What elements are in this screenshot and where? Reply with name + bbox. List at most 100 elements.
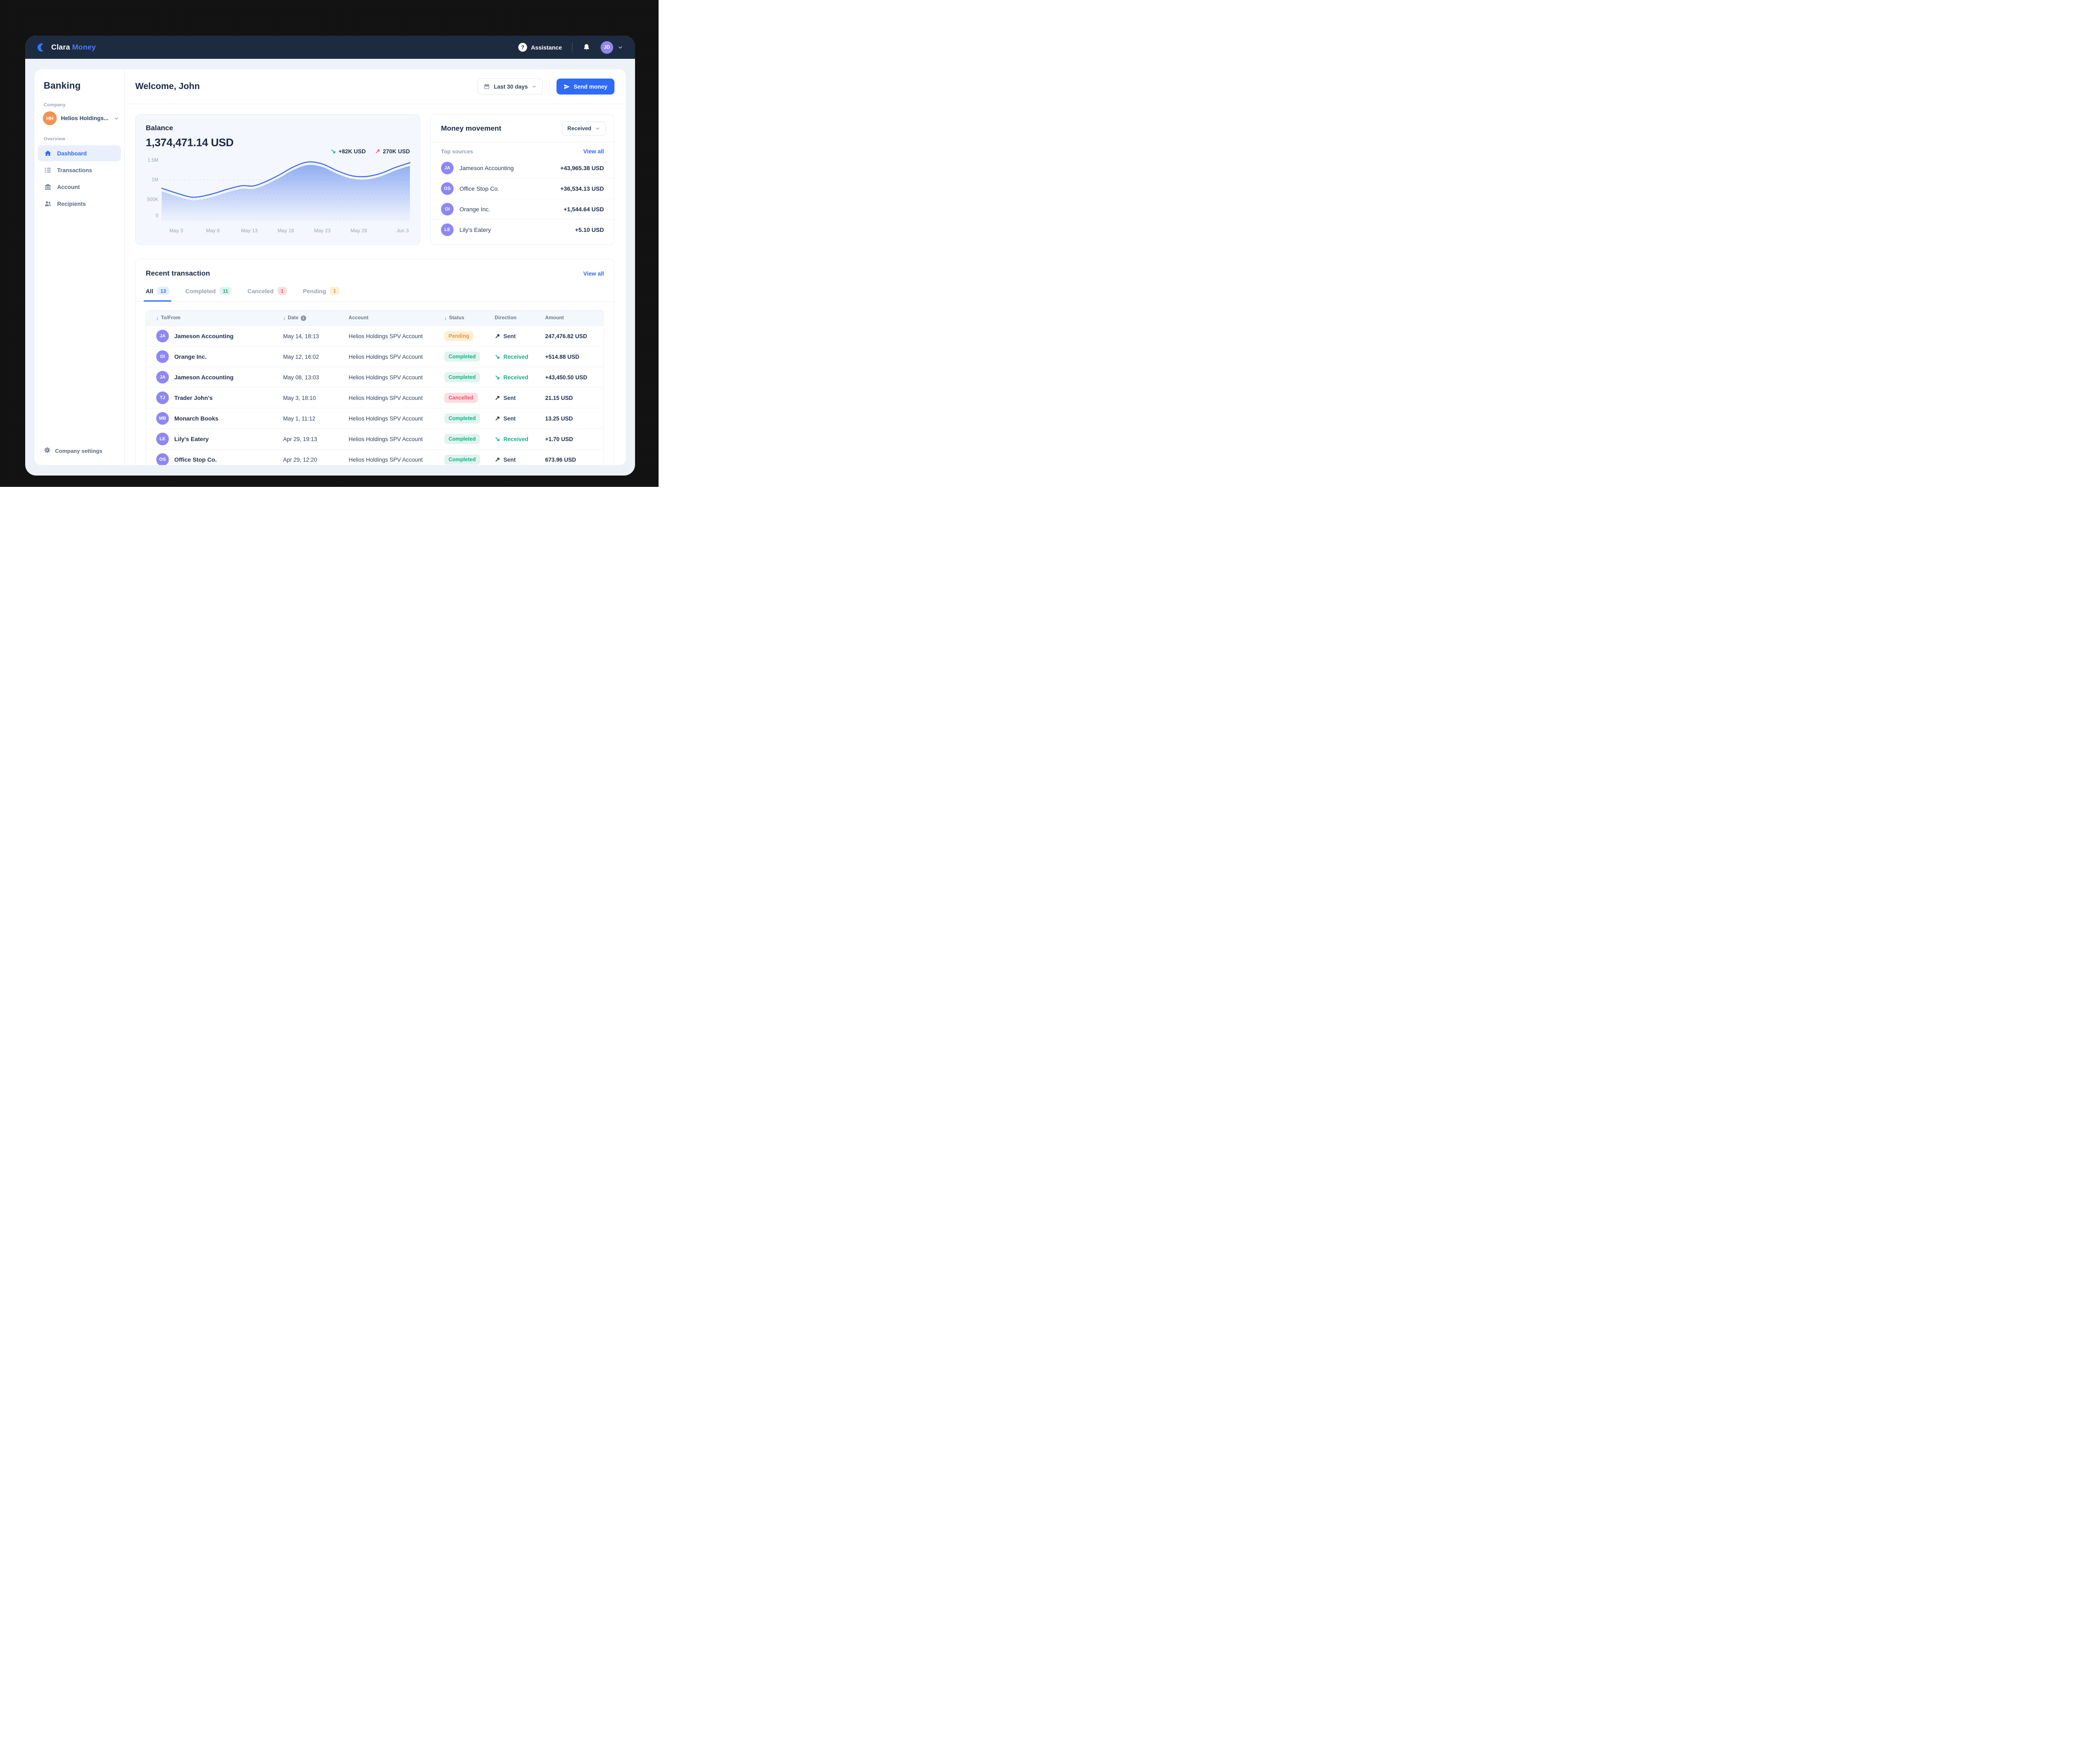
balance-card: Balance 1,374,471.14 USD ↘ +82K USD ↗ 27…: [135, 114, 420, 245]
tab-label: All: [146, 287, 153, 294]
company-avatar: HH: [43, 111, 57, 125]
sidebar-item-label: Account: [57, 184, 80, 190]
source-avatar: OI: [441, 203, 454, 216]
money-movement-title: Money movement: [441, 124, 501, 132]
source-avatar: JA: [441, 161, 454, 174]
user-menu-chevron-icon[interactable]: [617, 45, 623, 50]
clara-money-logo-icon: [37, 42, 47, 53]
direction-label: Sent: [503, 394, 516, 401]
content-panel: Banking Company HH Helios Holdings... Ov…: [34, 69, 626, 465]
top-source-row[interactable]: LE Lily's Eatery +5.10 USD: [431, 219, 614, 240]
tab-all[interactable]: All 13: [143, 284, 172, 302]
company-selector[interactable]: HH Helios Holdings...: [43, 111, 119, 125]
tab-canceled[interactable]: Canceled 1: [247, 284, 287, 301]
sent-arrow-icon: ↗: [495, 415, 500, 422]
movement-filter-select[interactable]: Received: [562, 121, 606, 136]
column-header-to-from[interactable]: ↓ To/From: [146, 310, 273, 326]
transaction-amount: +1.70 USD: [545, 436, 573, 442]
transaction-row[interactable]: JA Jameson Accounting May 14, 18:13 Helios …: [146, 326, 604, 346]
sidebar-title: Banking: [44, 80, 81, 91]
received-delta-value: +82K USD: [338, 148, 366, 155]
company-section-label: Company: [44, 102, 66, 108]
date-range-chevron-icon: [532, 84, 537, 89]
counterparty-name: Jameson Accounting: [174, 333, 234, 339]
svg-text:May 13: May 13: [241, 228, 258, 234]
sent-delta-value: 270K USD: [383, 148, 410, 155]
received-arrow-icon: ↘: [495, 436, 500, 443]
source-avatar: LE: [441, 223, 454, 236]
send-money-button[interactable]: Send money: [556, 79, 614, 95]
transaction-row[interactable]: TJ Trader John's May 3, 18:10 Helios Holdin…: [146, 387, 604, 408]
column-header-amount[interactable]: Amount: [535, 310, 604, 326]
tab-pending[interactable]: Pending 1: [303, 284, 340, 301]
tab-completed[interactable]: Completed 11: [185, 284, 232, 301]
people-icon: [44, 200, 52, 208]
transaction-amount: 247,476.82 USD: [545, 333, 587, 339]
date-range-select[interactable]: Last 30 days: [477, 79, 543, 95]
transaction-date: May 1, 11:12: [283, 415, 316, 422]
brand[interactable]: Clara Money: [37, 42, 96, 53]
tab-count-badge: 1: [330, 287, 340, 295]
transaction-row[interactable]: JA Jameson Accounting May 08, 13:03 Helios …: [146, 367, 604, 387]
header-divider: [549, 79, 550, 95]
counterparty-avatar: MB: [156, 412, 169, 425]
sent-arrow-icon: ↗: [495, 394, 500, 402]
navbar-actions: ? Assistance JD: [518, 41, 623, 54]
counterparty-name: Trader John's: [174, 394, 213, 401]
column-header-account[interactable]: Account: [339, 310, 434, 326]
sidebar-item-recipients[interactable]: Recipients: [38, 196, 121, 212]
header-controls: Last 30 days Send money: [477, 79, 614, 95]
notifications-bell-icon[interactable]: [583, 43, 591, 52]
counterparty-avatar: TJ: [156, 392, 169, 404]
sidebar: Banking Company HH Helios Holdings... Ov…: [34, 69, 125, 465]
sidebar-item-account[interactable]: Account: [38, 179, 121, 195]
tab-label: Pending: [303, 287, 326, 294]
column-label: Amount: [545, 315, 564, 321]
svg-text:0: 0: [156, 213, 158, 218]
status-badge: Pending: [444, 331, 474, 341]
column-header-date[interactable]: ↓ Date i: [273, 310, 339, 326]
transaction-row[interactable]: MB Monarch Books May 1, 11:12 Helios Holdin…: [146, 408, 604, 428]
transaction-row[interactable]: OS Office Stop Co. Apr 29, 12:20 Helios Hol…: [146, 449, 604, 465]
assistance-button[interactable]: ? Assistance: [518, 43, 562, 52]
transactions-view-all-link[interactable]: View all: [583, 270, 604, 277]
calendar-icon: [484, 84, 489, 89]
movement-filter-value: Received: [567, 125, 591, 131]
counterparty-avatar: OS: [156, 453, 169, 465]
main-area: Welcome, John Last 30 days: [125, 69, 626, 465]
sidebar-item-dashboard[interactable]: Dashboard: [38, 145, 121, 161]
status-badge: Cancelled: [444, 393, 478, 403]
transaction-account: Helios Holdings SPV Account: [349, 415, 423, 422]
gear-icon: [44, 447, 51, 455]
svg-text:May 8: May 8: [206, 228, 220, 234]
table-body: JA Jameson Accounting May 14, 18:13 Helios …: [146, 326, 604, 465]
sent-arrow-icon: ↗: [495, 333, 500, 340]
company-settings-button[interactable]: Company settings: [44, 447, 102, 455]
top-source-row[interactable]: JA Jameson Accounting +43,965.38 USD: [431, 158, 614, 178]
transactions-title: Recent transaction: [146, 269, 210, 277]
sort-descending-icon: ↓: [156, 315, 159, 321]
svg-text:May 18: May 18: [278, 228, 294, 234]
transaction-row[interactable]: LE Lily's Eatery Apr 29, 19:13 Helios Holdi…: [146, 428, 604, 449]
sources-view-all-link[interactable]: View all: [583, 148, 604, 155]
transaction-date: May 12, 16:02: [283, 353, 319, 360]
counterparty-name: Jameson Accounting: [174, 374, 234, 381]
top-source-row[interactable]: OI Orange Inc. +1,544.64 USD: [431, 199, 614, 219]
user-avatar[interactable]: JD: [601, 41, 613, 54]
column-header-direction[interactable]: Direction: [485, 310, 535, 326]
transaction-account: Helios Holdings SPV Account: [349, 394, 423, 401]
column-label: Direction: [495, 315, 517, 321]
desktop-background: Clara Money ? Assistance JD Ban: [0, 0, 659, 487]
top-source-row[interactable]: OS Office Stop Co. +36,534.13 USD: [431, 178, 614, 199]
counterparty-name: Lily's Eatery: [174, 436, 209, 442]
sort-descending-icon: ↓: [283, 315, 286, 321]
source-amount: +36,534.13 USD: [560, 185, 604, 192]
transaction-row[interactable]: OI Orange Inc. May 12, 16:02 Helios Holding…: [146, 346, 604, 367]
sidebar-item-transactions[interactable]: Transactions: [38, 162, 121, 178]
balance-title: Balance: [146, 124, 173, 132]
transactions-tabs: All 13 Completed 11 Canceled 1 Pending 1: [136, 284, 614, 302]
sidebar-item-label: Dashboard: [57, 150, 87, 157]
sent-arrow-icon: ↗: [495, 456, 500, 463]
svg-text:500K: 500K: [147, 197, 158, 202]
column-header-status[interactable]: ↓ Status: [434, 310, 485, 326]
